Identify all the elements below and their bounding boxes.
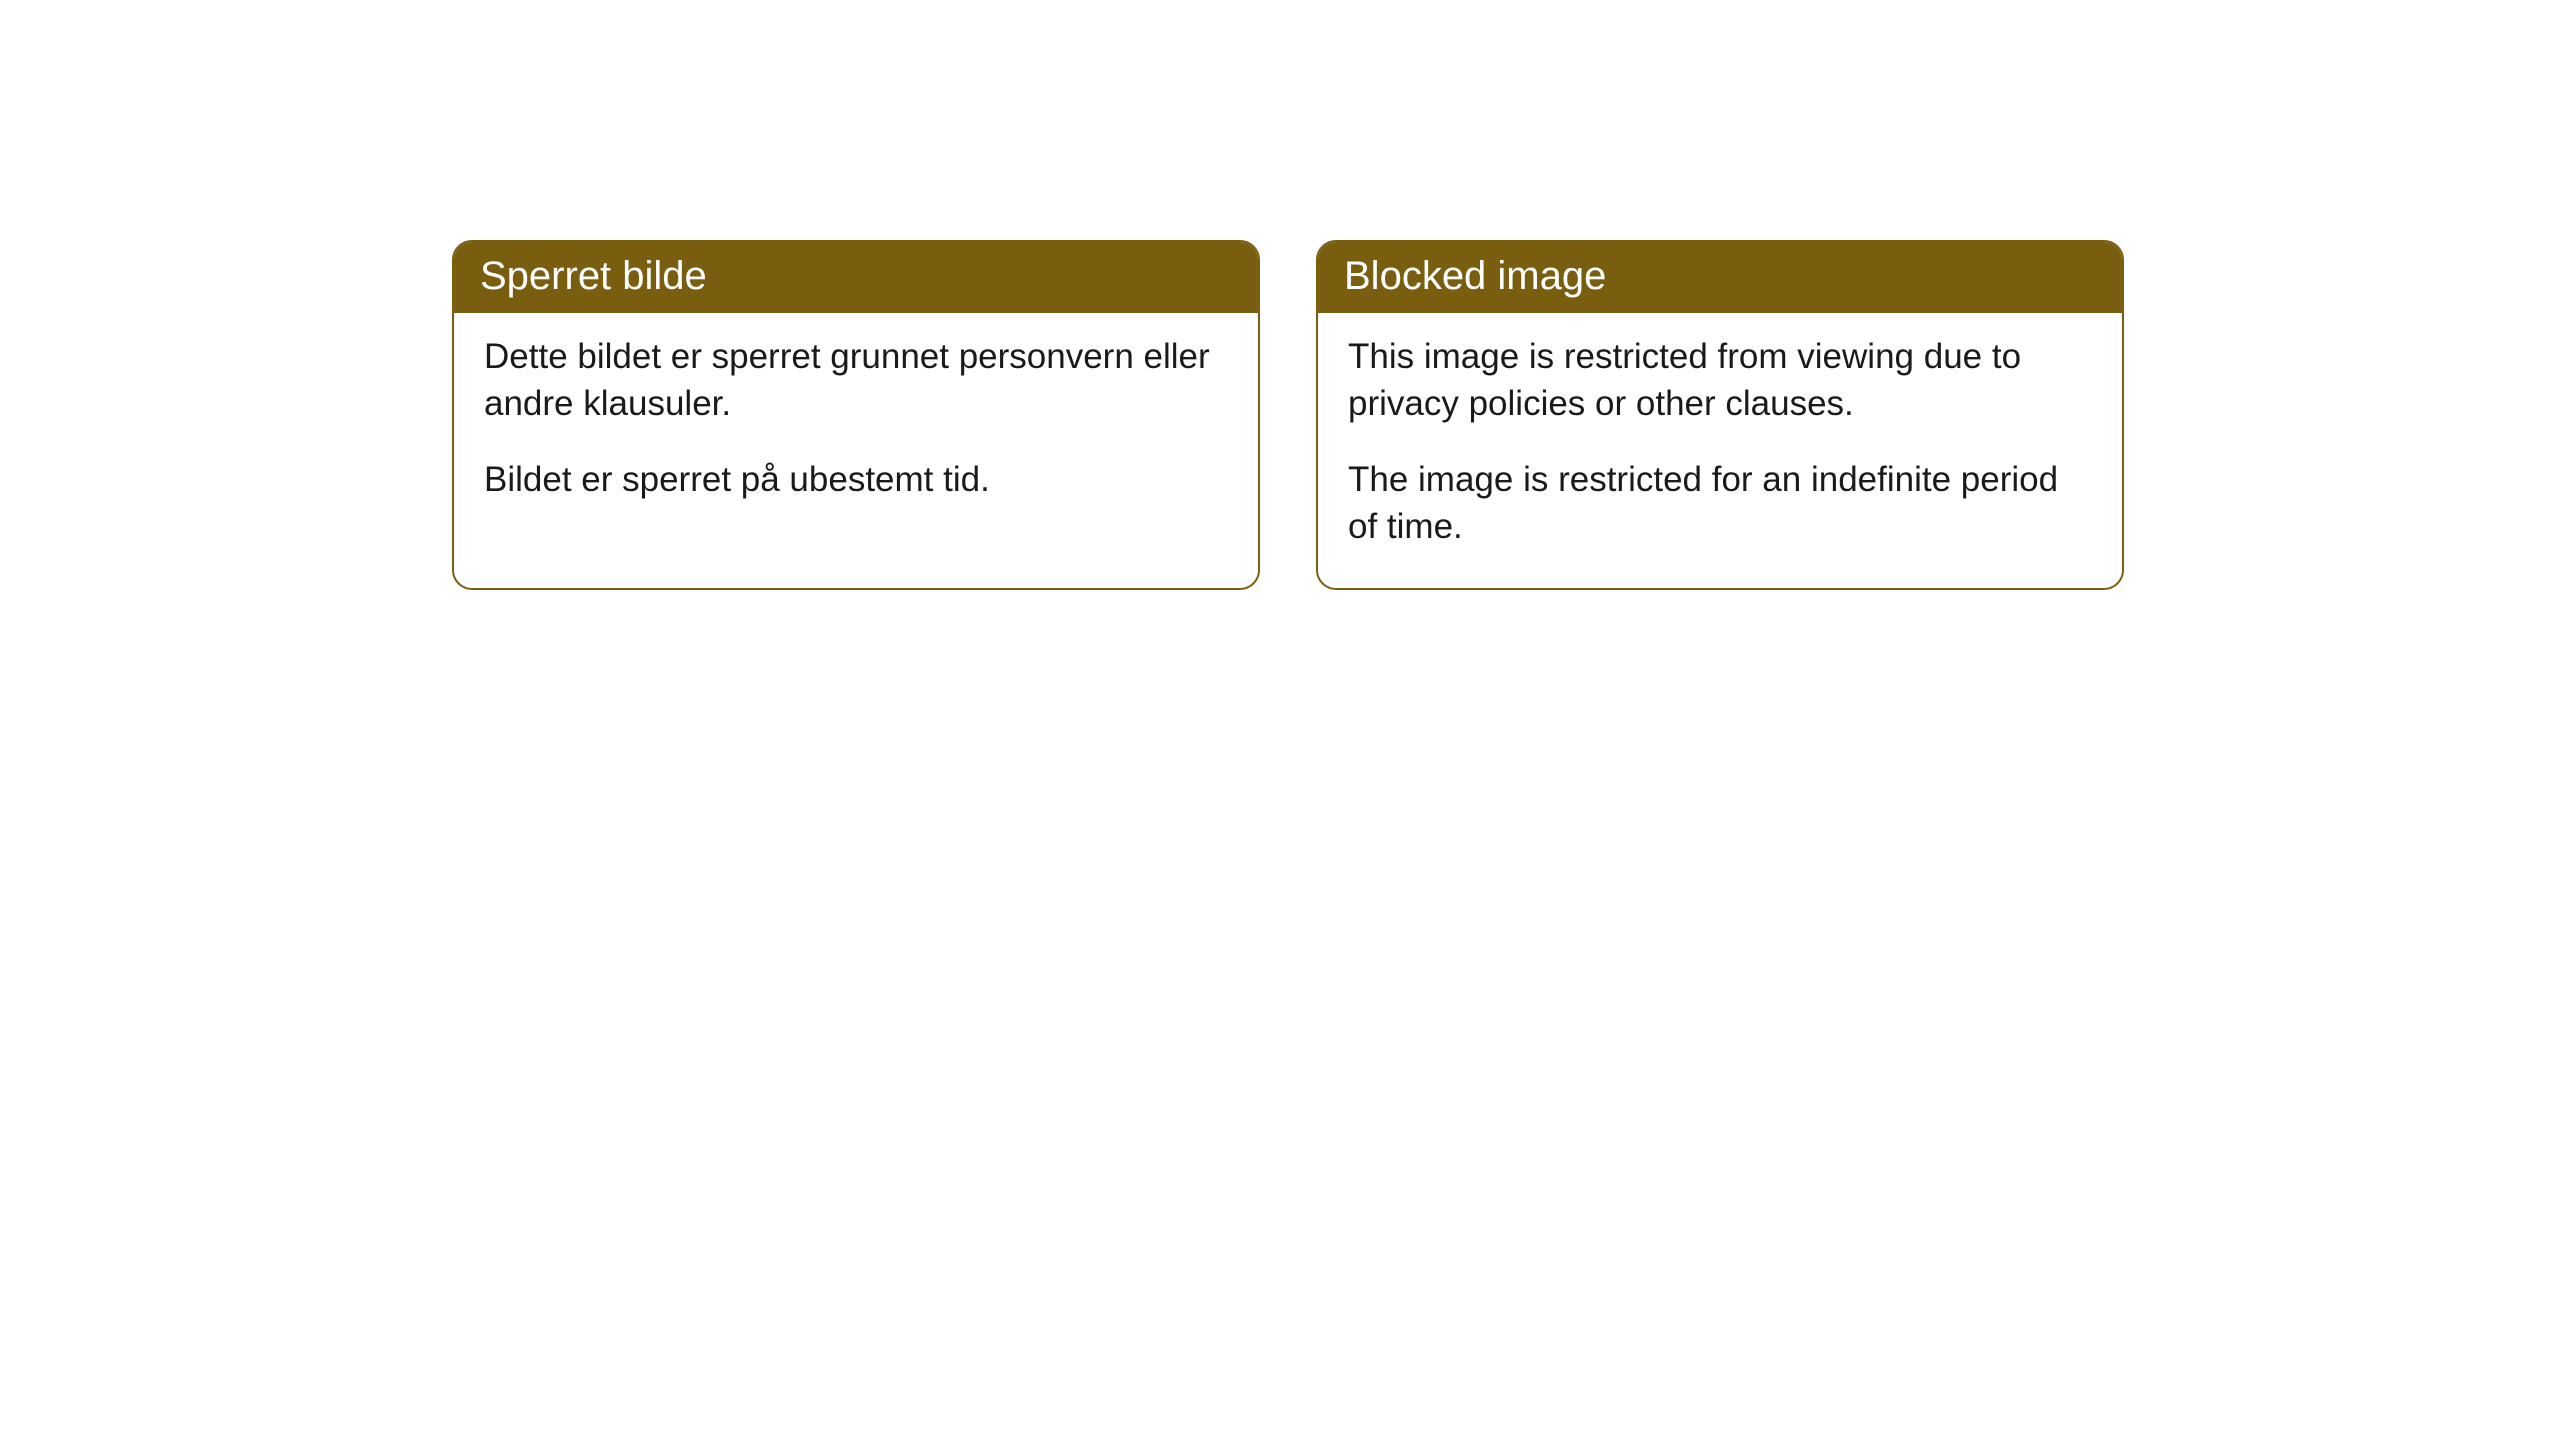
cards-container: Sperret bilde Dette bildet er sperret gr… — [452, 240, 2560, 590]
blocked-image-card-english: Blocked image This image is restricted f… — [1316, 240, 2124, 590]
card-body: This image is restricted from viewing du… — [1318, 313, 2122, 588]
card-title: Blocked image — [1344, 254, 1606, 298]
card-header: Sperret bilde — [454, 242, 1258, 313]
card-paragraph-2: Bildet er sperret på ubestemt tid. — [484, 456, 1228, 503]
card-paragraph-1: This image is restricted from viewing du… — [1348, 333, 2092, 428]
card-body: Dette bildet er sperret grunnet personve… — [454, 313, 1258, 541]
card-paragraph-1: Dette bildet er sperret grunnet personve… — [484, 333, 1228, 428]
card-paragraph-2: The image is restricted for an indefinit… — [1348, 456, 2092, 551]
blocked-image-card-norwegian: Sperret bilde Dette bildet er sperret gr… — [452, 240, 1260, 590]
card-title: Sperret bilde — [480, 254, 707, 298]
card-header: Blocked image — [1318, 242, 2122, 313]
